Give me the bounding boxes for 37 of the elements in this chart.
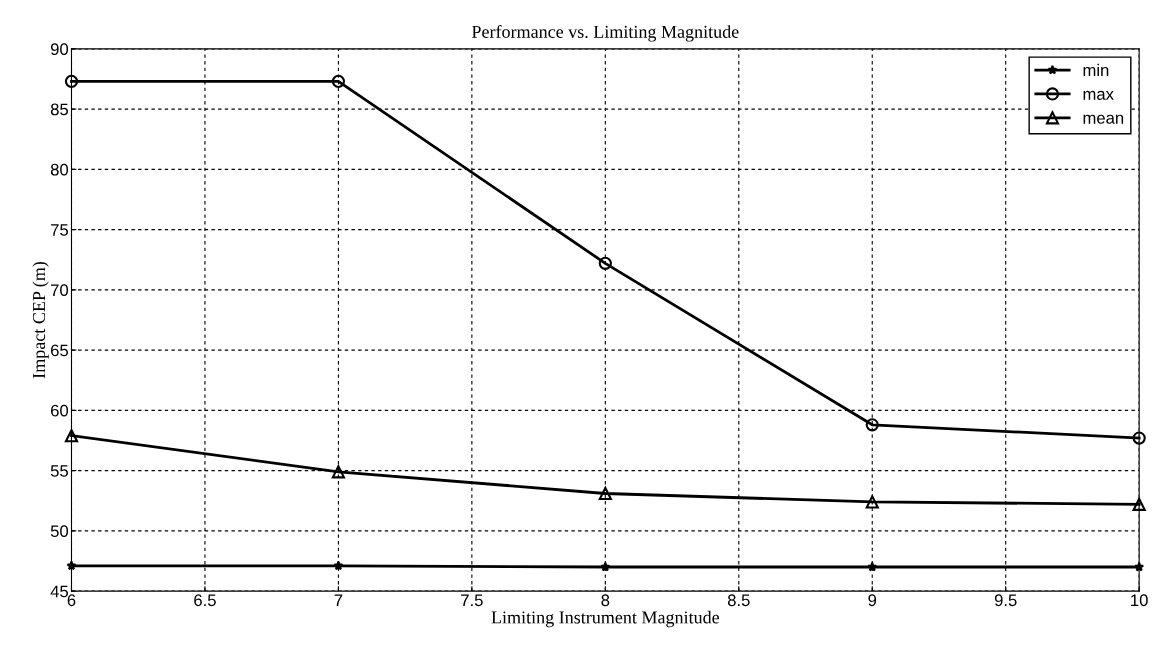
point — [64, 74, 79, 88]
x-axis-title: Limiting Instrument Magnitude — [491, 610, 720, 628]
x-tick-label: 7.5 — [461, 594, 483, 607]
x-tick-label: 6 — [67, 594, 76, 607]
point — [598, 256, 612, 270]
y-tick-label: 90 — [50, 43, 69, 56]
point — [865, 495, 879, 509]
point — [1132, 431, 1146, 445]
y-axis-title: Impact CEP (m) — [32, 261, 49, 379]
y-tick-label: 80 — [50, 163, 69, 176]
x-tick-label: 7 — [334, 594, 343, 606]
legend-label: min — [1083, 63, 1109, 76]
x-tick-label: 8.5 — [727, 594, 750, 607]
y-tick-label: 60 — [51, 404, 69, 417]
y-tick-label: 45 — [50, 585, 69, 598]
chart-title: Performance vs. Limiting Magnitude — [471, 25, 739, 42]
x-tick-label: 9.5 — [994, 594, 1017, 607]
y-tick-label: 85 — [50, 103, 69, 116]
point — [333, 560, 344, 571]
point — [865, 418, 879, 432]
legend-label: max — [1083, 90, 1114, 100]
y-tick-label: 65 — [51, 344, 69, 357]
point — [64, 429, 79, 443]
point — [1132, 497, 1146, 511]
x-tick-label: 8 — [601, 594, 610, 607]
x-tick-label: 10 — [1131, 594, 1148, 607]
x-tick-label: 9 — [868, 594, 877, 607]
legend-label: mean — [1083, 114, 1124, 124]
y-tick-label: 50 — [50, 525, 69, 538]
x-tick-label: 6.5 — [194, 594, 216, 607]
point — [331, 74, 345, 88]
y-tick-label: 70 — [51, 284, 69, 297]
point — [600, 561, 611, 572]
y-tick-label: 75 — [51, 224, 69, 236]
y-tick-label: 55 — [50, 465, 69, 477]
point — [331, 465, 345, 479]
point — [598, 486, 612, 501]
